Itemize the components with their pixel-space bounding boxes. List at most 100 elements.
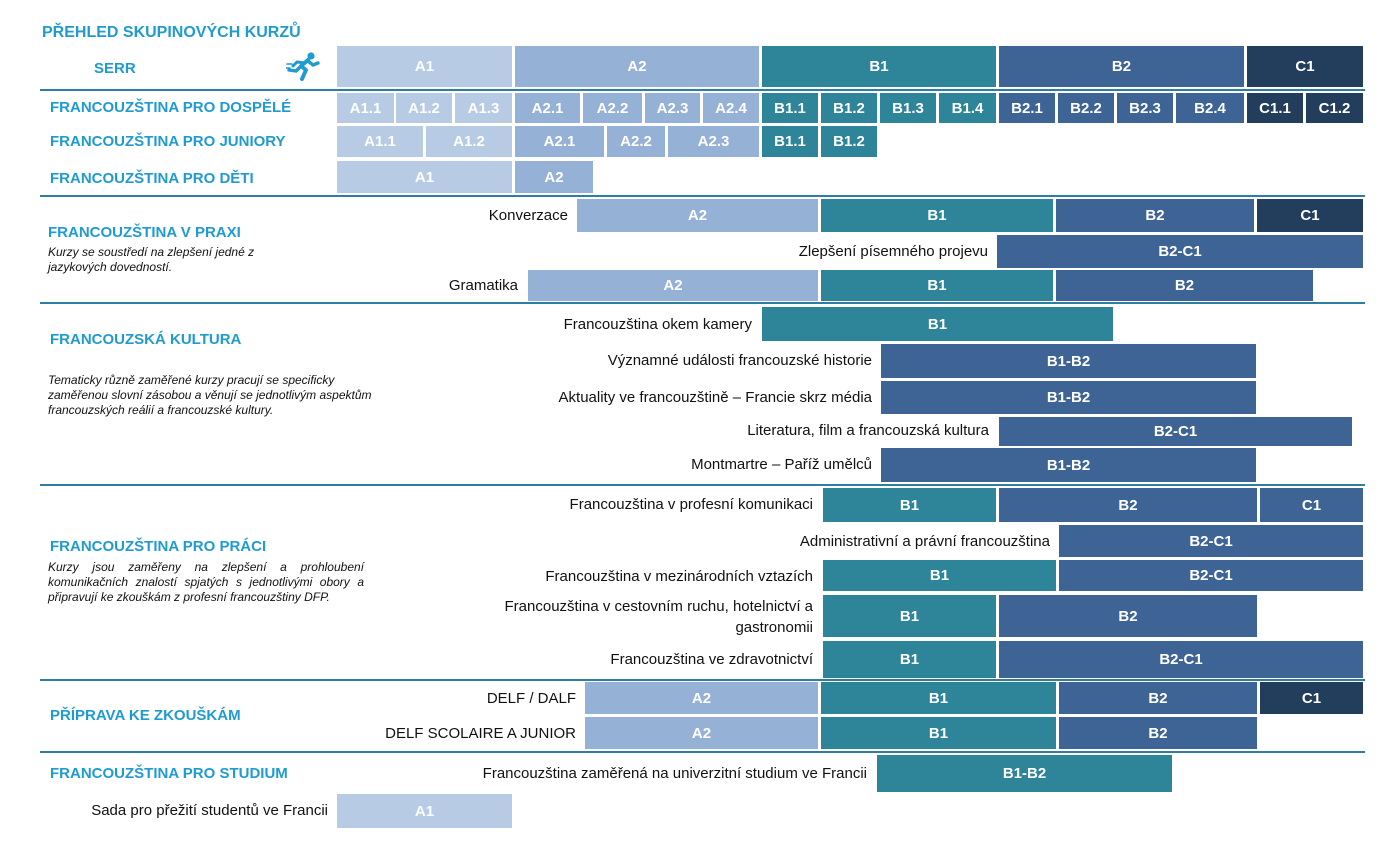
study-title: FRANCOUZŠTINA PRO STUDIUM — [50, 765, 288, 782]
level-badge: B1.1 — [762, 126, 818, 157]
separator — [40, 679, 1365, 681]
level-badge: B2 — [1056, 270, 1313, 301]
level-badge: B1 — [821, 717, 1056, 749]
course-label: Francouzština zaměřená na univerzitní st… — [482, 765, 867, 782]
level-badge: B2 — [1056, 199, 1254, 232]
course-label: Francouzština v profesní komunikaci — [569, 496, 813, 513]
level-badge: A1.2 — [426, 126, 512, 157]
course-label: Literatura, film a francouzská kultura — [747, 422, 989, 439]
practice-title: FRANCOUZŠTINA V PRAXI — [48, 224, 241, 241]
level-badge: B1.4 — [939, 93, 996, 123]
level-badge: B1.1 — [762, 93, 818, 123]
level-badge: A1.2 — [396, 93, 452, 123]
course-label: Administrativní a právní francouzština — [799, 533, 1050, 550]
level-badge: B2-C1 — [997, 235, 1363, 268]
course-label: Gramatika — [448, 277, 518, 294]
separator — [40, 89, 1365, 91]
course-label: Francouzština v mezinárodních vztazích — [545, 568, 813, 585]
practice-description: Kurzy se soustředí na zlepšení jedné z j… — [48, 245, 255, 274]
work-description: Kurzy jsou zaměřeny na zlepšení a prohlo… — [48, 560, 364, 604]
culture-description: Tematicky různě zaměřené kurzy pracují s… — [48, 373, 372, 417]
level-badge: A1.3 — [455, 93, 512, 123]
level-badge: B2 — [1059, 717, 1257, 749]
course-label: Aktuality ve francouzštině – Francie skr… — [558, 389, 872, 406]
level-badge: B1 — [823, 641, 996, 678]
level-badge: A2.3 — [645, 93, 700, 123]
course-label: Konverzace — [488, 207, 568, 224]
level-badge: B1-B2 — [877, 755, 1172, 792]
level-badge: A2 — [528, 270, 818, 301]
level-badge: A1.1 — [337, 93, 394, 123]
separator — [40, 302, 1365, 304]
level-badge: B1-B2 — [881, 381, 1256, 414]
level-badge: A2.2 — [607, 126, 665, 157]
separator — [40, 751, 1365, 753]
level-badge: B1.2 — [821, 126, 877, 157]
level-badge: B1.2 — [821, 93, 877, 123]
level-badge: B1 — [823, 595, 996, 637]
level-badge: C1.2 — [1306, 93, 1363, 123]
serr-label: SERR — [94, 60, 136, 77]
course-label: DELF SCOLAIRE A JUNIOR — [385, 725, 576, 742]
level-badge: A2.1 — [515, 126, 604, 157]
course-label: Francouzština v cestovním ruchu, hotelni… — [504, 598, 813, 636]
level-badge: B1.3 — [880, 93, 936, 123]
level-badge: B1 — [762, 307, 1113, 341]
level-badge: A2 — [585, 682, 818, 714]
level-badge: C1 — [1260, 682, 1363, 714]
level-badge: B2 — [999, 488, 1257, 522]
level-badge: C1 — [1260, 488, 1363, 522]
serr-level-a1: A1 — [337, 46, 512, 87]
exams-title: PŘÍPRAVA KE ZKOUŠKÁM — [50, 707, 241, 724]
level-badge: A2.1 — [515, 93, 580, 123]
level-badge: B2-C1 — [1059, 525, 1363, 557]
course-label: DELF / DALF — [486, 690, 576, 707]
level-badge: A1 — [337, 161, 512, 193]
culture-title: FRANCOUZSKÁ KULTURA — [50, 331, 242, 348]
level-badge: B1-B2 — [881, 448, 1256, 482]
level-badge: B2 — [1059, 682, 1257, 714]
course-label: Francouzština ve zdravotnictví — [610, 651, 813, 668]
level-badge: B1-B2 — [881, 344, 1256, 378]
level-badge: B2.1 — [999, 93, 1055, 123]
course-label: Sada pro přežití studentů ve Francii — [91, 802, 328, 819]
level-badge: B2-C1 — [1059, 560, 1363, 591]
level-badge: A2.2 — [583, 93, 642, 123]
level-badge: B1 — [821, 199, 1053, 232]
course-label: Montmartre – Paříž umělců — [691, 456, 872, 473]
level-badge: B2 — [999, 595, 1257, 637]
page-title: PŘEHLED SKUPINOVÝCH KURZŮ — [42, 24, 301, 41]
level-badge: A1 — [337, 794, 512, 828]
juniors-title: FRANCOUZŠTINA PRO JUNIORY — [50, 133, 286, 150]
level-badge: A1.1 — [337, 126, 423, 157]
level-badge: A2.3 — [668, 126, 759, 157]
serr-level-c1: C1 — [1247, 46, 1363, 87]
level-badge: A2 — [515, 161, 593, 193]
level-badge: A2.4 — [703, 93, 759, 123]
level-badge: A2 — [585, 717, 818, 749]
level-badge: A2 — [577, 199, 818, 232]
course-label: Významné události francouzské historie — [607, 352, 872, 369]
level-badge: B2-C1 — [999, 417, 1352, 446]
course-label: Zlepšení písemného projevu — [798, 243, 988, 260]
serr-level-b1: B1 — [762, 46, 996, 87]
level-badge: B1 — [821, 270, 1053, 301]
separator — [40, 484, 1365, 486]
level-badge: B2.2 — [1058, 93, 1114, 123]
runner-icon — [285, 51, 322, 83]
kids-title: FRANCOUZŠTINA PRO DĚTI — [50, 170, 254, 187]
level-badge: C1 — [1257, 199, 1363, 232]
level-badge: B1 — [821, 682, 1056, 714]
level-badge: B1 — [823, 488, 996, 522]
level-badge: C1.1 — [1247, 93, 1303, 123]
adults-title: FRANCOUZŠTINA PRO DOSPĚLÉ — [50, 99, 292, 116]
work-title: FRANCOUZŠTINA PRO PRÁCI — [50, 538, 267, 555]
level-badge: B1 — [823, 560, 1056, 591]
serr-level-a2: A2 — [515, 46, 759, 87]
serr-level-b2: B2 — [999, 46, 1244, 87]
separator — [40, 195, 1365, 197]
course-label: Francouzština okem kamery — [563, 316, 752, 333]
level-badge: B2.3 — [1117, 93, 1173, 123]
level-badge: B2.4 — [1176, 93, 1244, 123]
level-badge: B2-C1 — [999, 641, 1363, 678]
